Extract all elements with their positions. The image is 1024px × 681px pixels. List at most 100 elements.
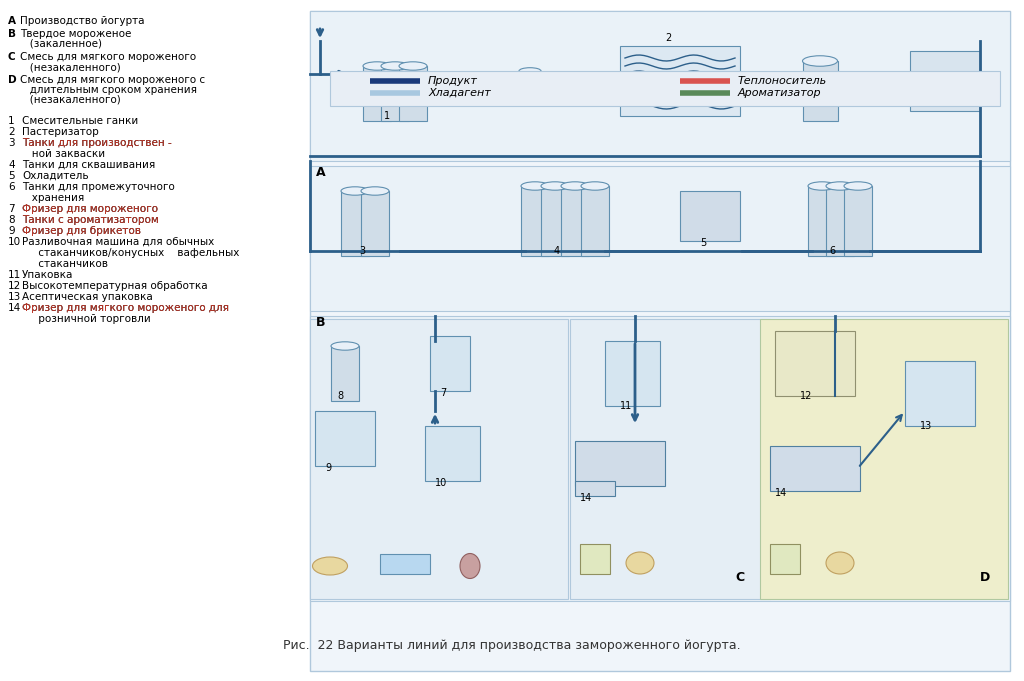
Text: Смесительные ганки: Смесительные ганки	[22, 116, 138, 126]
Text: A: A	[316, 166, 326, 179]
Bar	[310, 11, 1010, 161]
Text: Пастеризатор: Пастеризатор	[22, 127, 98, 137]
Text: Продукт: Продукт	[428, 76, 478, 86]
Bar	[519, 71, 541, 101]
Bar	[575, 441, 665, 486]
Text: 13: 13	[920, 421, 932, 431]
Text: C: C	[735, 571, 744, 584]
Bar	[331, 346, 359, 401]
Text: (незакаленного): (незакаленного)	[20, 62, 121, 72]
Text: Танки для производствен -: Танки для производствен -	[22, 138, 172, 148]
Text: Танки с ароматизатором: Танки с ароматизатором	[22, 215, 159, 225]
Text: 6: 6	[8, 182, 14, 192]
Bar	[541, 186, 569, 256]
Bar	[310, 316, 1010, 601]
Text: Смесь для мягкого мороженого: Смесь для мягкого мороженого	[20, 52, 197, 62]
Ellipse shape	[826, 552, 854, 574]
Ellipse shape	[460, 554, 480, 578]
Text: Хладагент: Хладагент	[428, 88, 490, 98]
Bar	[770, 446, 860, 491]
Ellipse shape	[361, 187, 389, 195]
Bar	[521, 186, 549, 256]
Bar	[620, 46, 740, 116]
Ellipse shape	[399, 62, 427, 70]
Text: 14: 14	[8, 303, 22, 313]
Bar	[425, 426, 480, 481]
Text: 10: 10	[435, 478, 447, 488]
Ellipse shape	[803, 56, 838, 66]
Text: 11: 11	[620, 401, 632, 411]
Text: 4: 4	[554, 246, 560, 256]
Text: Рис.  22 Варианты линий для производства замороженного йогурта.: Рис. 22 Варианты линий для производства …	[284, 639, 740, 652]
Bar	[381, 66, 409, 121]
Ellipse shape	[541, 182, 569, 190]
Bar	[310, 11, 1010, 671]
Bar	[803, 61, 838, 121]
Bar	[910, 51, 980, 111]
Text: 8: 8	[8, 215, 14, 225]
Ellipse shape	[381, 62, 409, 70]
Text: 4: 4	[8, 160, 14, 170]
Text: ной закваски: ной закваски	[22, 149, 105, 159]
Bar	[341, 191, 369, 256]
Bar	[399, 66, 427, 121]
Text: 11: 11	[8, 270, 22, 280]
Text: 5: 5	[8, 171, 14, 181]
Ellipse shape	[519, 67, 541, 74]
Text: длительным сроком хранения: длительным сроком хранения	[20, 85, 197, 95]
Ellipse shape	[561, 182, 589, 190]
Text: 2: 2	[665, 33, 671, 43]
Text: Производство йогурта: Производство йогурта	[20, 16, 144, 26]
Bar	[430, 336, 470, 391]
Bar	[310, 319, 568, 599]
Text: Твердое мороженое: Твердое мороженое	[20, 29, 131, 39]
Text: Теплоноситель: Теплоноситель	[738, 76, 827, 86]
Text: 12: 12	[800, 391, 812, 401]
Text: Охладитель: Охладитель	[22, 171, 89, 181]
Text: Смесь для мягкого мороженого с: Смесь для мягкого мороженого с	[20, 75, 205, 85]
Ellipse shape	[331, 342, 359, 350]
Bar	[580, 544, 610, 574]
Ellipse shape	[362, 62, 391, 70]
Text: Фризер для мягкого мороженого для: Фризер для мягкого мороженого для	[22, 303, 229, 313]
Bar	[330, 71, 1000, 106]
Text: розничной торговли: розничной торговли	[22, 314, 151, 324]
Text: стаканчиков/конусных    вафельных: стаканчиков/конусных вафельных	[22, 248, 240, 258]
Bar	[581, 186, 609, 256]
Text: 8: 8	[337, 391, 343, 401]
Bar	[315, 411, 375, 466]
Text: 1: 1	[8, 116, 14, 126]
Ellipse shape	[826, 182, 854, 190]
Text: Фризер для брикетов: Фризер для брикетов	[22, 226, 141, 236]
Text: Разливочная машина для обычных: Разливочная машина для обычных	[22, 237, 214, 247]
Bar	[575, 481, 615, 496]
Text: 5: 5	[700, 238, 707, 248]
Text: 7: 7	[440, 388, 446, 398]
Bar	[905, 361, 975, 426]
Text: C: C	[8, 52, 15, 62]
Text: Танки для производствен -: Танки для производствен -	[22, 138, 172, 148]
Bar	[826, 186, 854, 256]
Text: Танки с ароматизатором: Танки с ароматизатором	[22, 215, 159, 225]
Text: 1: 1	[384, 111, 390, 121]
Text: 6: 6	[829, 246, 835, 256]
Ellipse shape	[844, 182, 872, 190]
Text: 2: 2	[8, 127, 14, 137]
Text: (незакаленного): (незакаленного)	[20, 95, 121, 105]
Text: Фризер для мягкого мороженого для: Фризер для мягкого мороженого для	[22, 303, 229, 313]
Text: Ароматизатор: Ароматизатор	[738, 88, 821, 98]
Ellipse shape	[626, 552, 654, 574]
Text: 13: 13	[8, 292, 22, 302]
Bar	[362, 66, 391, 121]
Text: 14: 14	[775, 488, 787, 498]
Bar	[561, 186, 589, 256]
Bar	[770, 544, 800, 574]
Text: D: D	[980, 571, 990, 584]
Ellipse shape	[341, 187, 369, 195]
Bar	[844, 186, 872, 256]
Text: Фризер для мороженого: Фризер для мороженого	[22, 204, 158, 214]
Text: Высокотемпературная обработка: Высокотемпературная обработка	[22, 281, 208, 291]
Text: 10: 10	[8, 237, 22, 247]
Text: 7: 7	[8, 204, 14, 214]
Text: B: B	[316, 316, 326, 329]
